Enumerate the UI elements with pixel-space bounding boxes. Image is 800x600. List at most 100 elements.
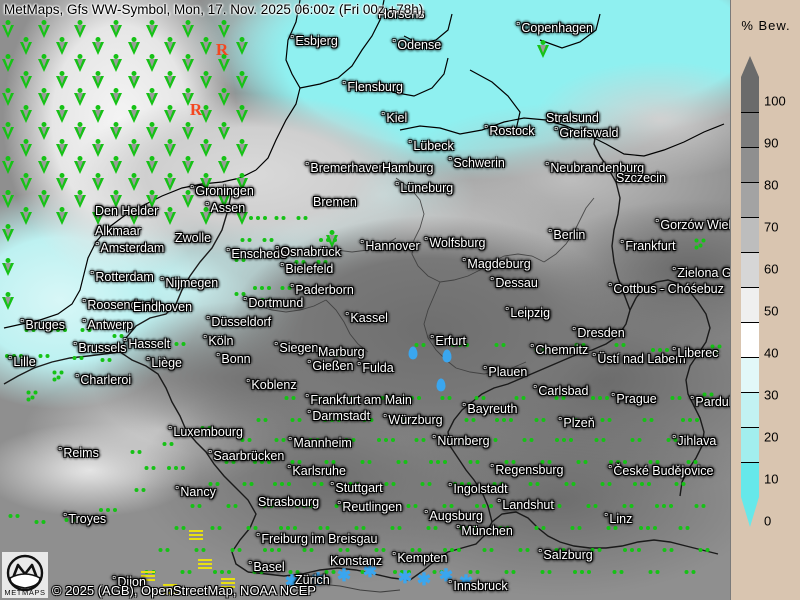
city-name: Schwerin xyxy=(453,156,505,170)
city-name: Saarbrücken xyxy=(213,449,285,463)
shower-symbol xyxy=(127,71,141,91)
city-marker-icon: ° xyxy=(146,356,151,368)
city-marker-icon: ° xyxy=(448,579,453,591)
colorbar-segment xyxy=(741,147,759,182)
city-name: Lübeck xyxy=(413,139,454,153)
drizzle-symbol xyxy=(310,396,322,400)
city-name: Bielefeld xyxy=(285,262,334,276)
shower-symbol xyxy=(73,190,87,210)
city-marker-icon: ° xyxy=(572,326,577,338)
city-label: Zürich xyxy=(295,573,330,587)
shower-symbol xyxy=(163,37,177,57)
city-name: Gießen xyxy=(312,359,354,373)
shower-symbol xyxy=(19,139,33,159)
colorbar-bottom-arrow xyxy=(741,497,759,527)
city-marker-icon: ° xyxy=(206,315,211,327)
city-name: Fulda xyxy=(362,361,394,375)
city-marker-icon: ° xyxy=(558,416,563,428)
city-name: Bremerhaven xyxy=(310,161,386,175)
city-label: °Antwerp xyxy=(82,318,133,332)
drizzle-symbol xyxy=(260,298,272,302)
city-name: Pardubice xyxy=(695,395,730,409)
city-name: Nürnberg xyxy=(437,434,490,448)
colorbar-tick: 0 xyxy=(764,513,772,529)
city-name: Liberec xyxy=(677,346,719,360)
city-name: Wolfsburg xyxy=(429,236,486,250)
shower-symbol xyxy=(217,156,231,176)
city-name: Lüneburg xyxy=(400,181,454,195)
city-name: Szczecin xyxy=(616,171,667,185)
map-canvas[interactable]: MetMaps, Gfs WW-Symbol, Mon, 17. Nov. 20… xyxy=(0,0,730,600)
city-label: °Dresden xyxy=(572,326,625,340)
city-marker-icon: ° xyxy=(82,298,87,310)
shower-symbol xyxy=(1,224,15,244)
city-marker-icon: ° xyxy=(82,318,87,330)
shower-symbol xyxy=(199,173,213,193)
drizzle-symbol xyxy=(540,570,552,574)
drizzle-symbol xyxy=(414,343,426,347)
colorbar-tick: 80 xyxy=(764,177,779,193)
drizzle-symbol xyxy=(630,438,642,442)
city-name: Assen xyxy=(210,201,246,215)
drizzle-symbol xyxy=(334,353,346,357)
city-label: °Plzeň xyxy=(558,416,595,430)
drizzle-symbol xyxy=(360,460,372,464)
drizzle-symbol xyxy=(648,570,660,574)
city-label: °Ingolstadt xyxy=(448,482,508,496)
city-marker-icon: ° xyxy=(288,436,293,448)
shower-symbol xyxy=(181,20,195,40)
city-marker-icon: ° xyxy=(395,181,400,193)
shower-symbol xyxy=(1,292,15,312)
city-name: Dortmund xyxy=(248,296,304,310)
city-label: °Jihlava xyxy=(672,434,716,448)
city-marker-icon: ° xyxy=(203,334,208,346)
drizzle-symbol xyxy=(263,548,281,552)
city-label: Strasbourg xyxy=(258,495,319,509)
city-name: Kiel xyxy=(386,111,408,125)
fog-symbol xyxy=(198,559,212,571)
colorbar-tick: 60 xyxy=(764,261,779,277)
shower-symbol xyxy=(109,190,123,210)
shower-symbol xyxy=(91,139,105,159)
drizzle-symbol xyxy=(554,548,566,552)
drizzle-symbol xyxy=(576,460,588,464)
city-name: Üstí nad Labem xyxy=(597,352,686,366)
city-marker-icon: ° xyxy=(246,378,251,390)
city-label: °Stuttgart xyxy=(330,481,383,495)
city-label: °Erfurt xyxy=(430,334,466,348)
drizzle-symbol xyxy=(591,396,609,400)
city-marker-icon: ° xyxy=(243,296,248,308)
city-name: Dessau xyxy=(495,276,538,290)
city-name: Stuttgart xyxy=(335,481,383,495)
shower-symbol xyxy=(199,37,213,57)
shower-symbol xyxy=(235,173,249,193)
shower-symbol xyxy=(1,258,15,278)
city-name: Dresden xyxy=(577,326,625,340)
snow-symbol: ✱ xyxy=(362,562,378,581)
city-label: °Wolfsburg xyxy=(424,236,485,250)
shower-symbol xyxy=(235,207,249,227)
city-name: Reims xyxy=(63,446,99,460)
shower-symbol xyxy=(181,122,195,142)
drizzle-symbol xyxy=(324,570,336,574)
drizzle-symbol xyxy=(468,460,480,464)
shower-symbol xyxy=(217,88,231,108)
clover-symbol xyxy=(702,392,714,404)
drizzle-symbol xyxy=(430,418,442,422)
city-marker-icon: ° xyxy=(8,355,13,367)
city-name: Darmstadt xyxy=(312,409,371,423)
city-name: Troyes xyxy=(68,512,107,526)
shower-symbol xyxy=(109,156,123,176)
city-label: °Reutlingen xyxy=(337,500,402,514)
city-label: °Prague xyxy=(611,392,657,406)
drizzle-symbol xyxy=(142,342,154,346)
city-name: Marburg xyxy=(318,345,365,359)
drizzle-symbol xyxy=(429,460,447,464)
shower-symbol xyxy=(163,173,177,193)
city-label: °Odense xyxy=(392,38,441,52)
city-name: Rotterdam xyxy=(95,270,154,284)
city-marker-icon: ° xyxy=(620,239,625,251)
drizzle-symbol xyxy=(486,438,498,442)
city-label: °Bayreuth xyxy=(462,402,517,416)
city-name: Linz xyxy=(609,512,633,526)
